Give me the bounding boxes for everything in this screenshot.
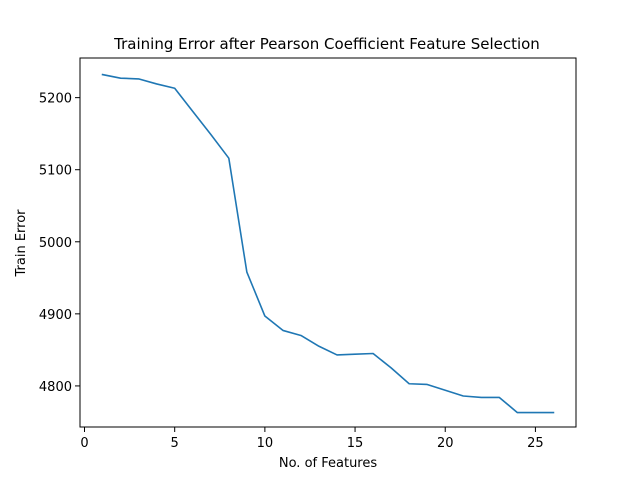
y-tick-label: 4900 (39, 308, 72, 323)
axes-frame (79, 57, 577, 428)
x-axis: 0 5 10 15 20 25 (80, 427, 544, 451)
y-tick-label: 5000 (39, 236, 72, 251)
x-axis-label: No. of Features (279, 456, 378, 471)
y-tick-label: 5200 (39, 92, 72, 107)
y-tick-label: 5100 (39, 164, 72, 179)
chart-title: Training Error after Pearson Coefficient… (113, 35, 540, 53)
x-tick-label: 10 (257, 436, 274, 451)
x-tick-label: 15 (347, 436, 364, 451)
plot-area (101, 73, 555, 414)
x-tick-label: 20 (437, 436, 454, 451)
series-line (101, 73, 555, 414)
x-tick-label: 5 (171, 436, 179, 451)
x-tick-label: 0 (80, 436, 88, 451)
y-tick-label: 4800 (39, 380, 72, 395)
y-axis-label: Train Error (14, 209, 29, 278)
y-axis: 4800 4900 5000 5100 5200 (39, 92, 80, 395)
x-tick-label: 25 (527, 436, 544, 451)
